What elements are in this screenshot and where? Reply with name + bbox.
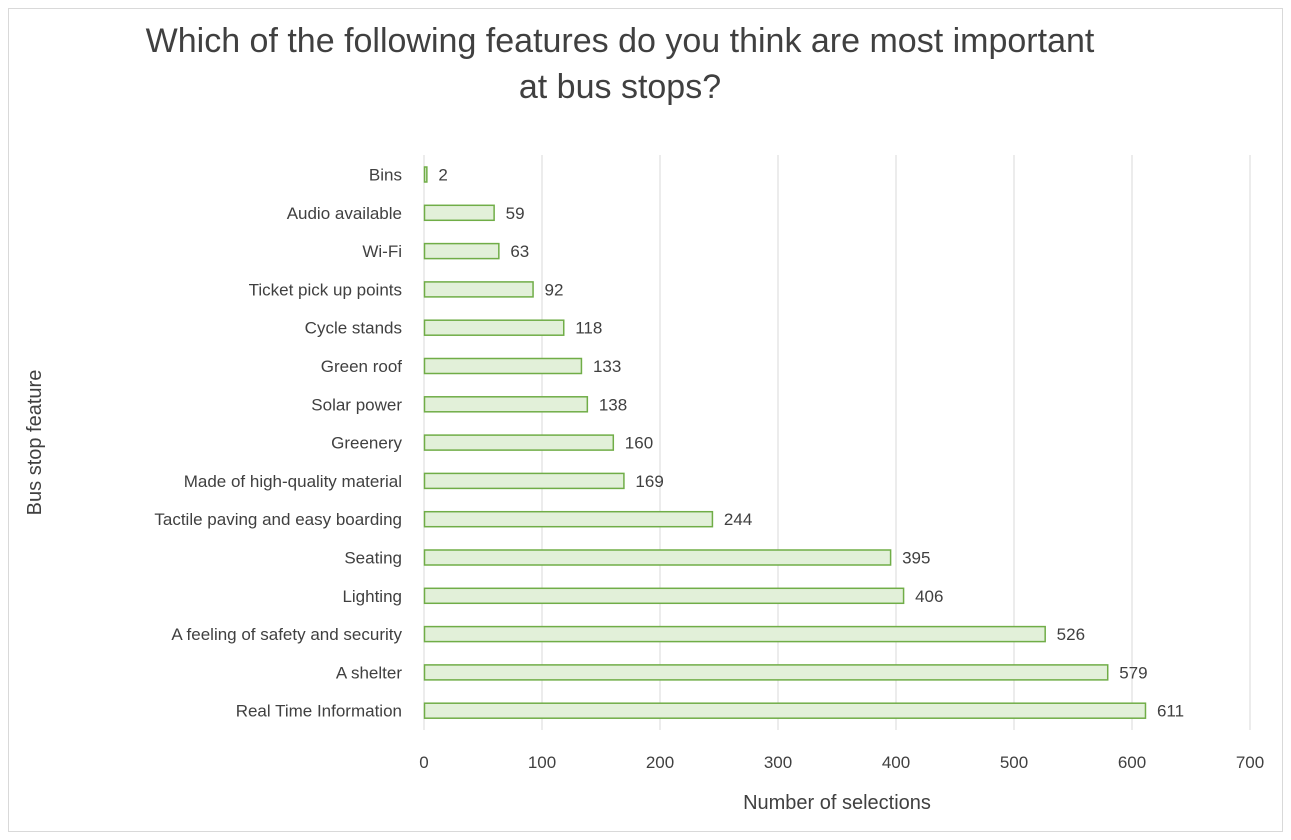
category-label: Audio available [287,204,402,223]
bar [423,281,534,298]
data-label: 2 [438,166,447,185]
data-label: 133 [593,357,621,376]
category-label: Greenery [331,434,402,453]
data-label: 63 [510,242,529,261]
category-label: Bins [369,166,402,185]
category-label: Solar power [311,395,402,414]
data-label: 579 [1119,663,1147,682]
chart-title-line-1: Which of the following features do you t… [145,22,1095,60]
x-tick-labels: 0 100 200 300 400 500 600 700 [419,753,1264,772]
chart-frame [8,8,1283,832]
bar [423,472,625,490]
data-label: 611 [1157,702,1184,721]
x-tick-label: 300 [764,753,792,772]
x-tick-label: 600 [1118,753,1146,772]
category-label: Seating [344,549,402,568]
category-label: Made of high-quality material [184,472,402,491]
data-label: 395 [902,549,930,568]
x-axis-title: Number of selections [743,792,931,814]
x-tick-label: 100 [528,753,556,772]
x-tick-label: 400 [882,753,910,772]
bar [423,242,500,260]
category-label: Wi-Fi [362,242,402,261]
data-label: 59 [506,204,525,223]
x-tick-label: 0 [419,753,428,772]
category-label: Lighting [342,587,402,606]
data-label: 526 [1057,625,1085,644]
bar [423,549,892,566]
bars [423,166,1147,719]
chart-title-line-2: at bus stops? [518,68,722,106]
category-label: Ticket pick up points [249,280,402,299]
bar [423,510,714,528]
data-label: 169 [635,472,663,491]
category-labels: Bins Audio available Wi-Fi Ticket pick up p… [154,166,402,721]
category-label: Tactile paving and easy boarding [154,510,402,529]
bar [423,434,615,451]
bar [423,587,905,605]
category-label: A feeling of safety and security [171,625,402,644]
bar [423,357,583,375]
data-label: 406 [915,587,943,606]
category-label: Green roof [321,357,403,376]
bar [423,166,428,183]
x-tick-label: 500 [1000,753,1028,772]
bar [423,319,565,336]
data-label: 118 [575,319,602,338]
bar [423,702,1147,719]
data-label: 244 [724,510,752,529]
data-label: 160 [625,434,653,453]
data-label: 92 [545,280,564,299]
category-label: A shelter [336,663,402,682]
y-axis-title: Bus stop feature [24,370,46,516]
x-tick-label: 200 [646,753,674,772]
category-label: Cycle stands [305,319,402,338]
bar [423,625,1046,643]
x-tick-label: 700 [1236,753,1264,772]
bar [423,664,1109,681]
category-label: Real Time Information [236,702,402,721]
chart-title: Which of the following features do you t… [80,18,1160,110]
data-label: 138 [599,395,627,414]
bar [423,204,495,222]
data-labels: 2 59 63 92 118 133 138 160 169 244 395 406 526 579 611 [438,166,1184,721]
bar [423,396,589,413]
